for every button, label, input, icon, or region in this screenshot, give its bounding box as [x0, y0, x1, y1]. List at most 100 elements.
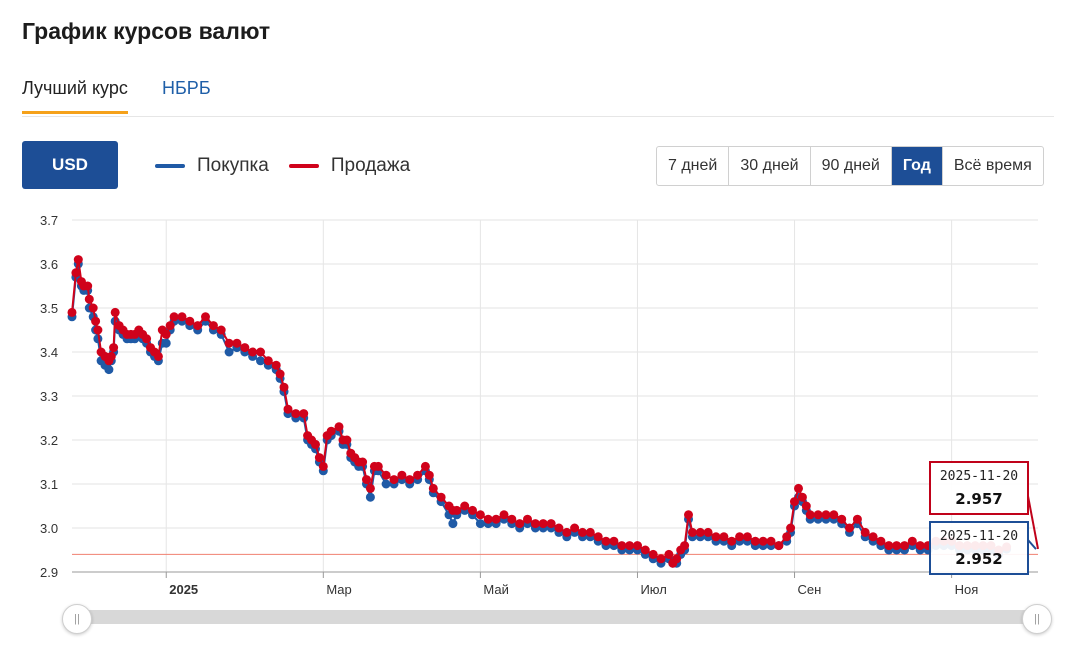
data-point-sell[interactable] [695, 527, 705, 537]
data-point-sell[interactable] [109, 343, 119, 353]
tab-nbrb[interactable]: НБРБ [162, 78, 211, 98]
data-point-sell[interactable] [570, 523, 580, 533]
data-point-sell[interactable] [248, 347, 258, 357]
data-point-sell[interactable] [750, 536, 760, 546]
data-point-buy[interactable] [448, 519, 458, 529]
data-point-sell[interactable] [860, 527, 870, 537]
data-point-sell[interactable] [169, 312, 179, 322]
data-point-sell[interactable] [794, 483, 803, 493]
data-point-sell[interactable] [538, 519, 548, 529]
data-point-sell[interactable] [232, 338, 242, 348]
data-point-sell[interactable] [884, 541, 894, 551]
data-point-sell[interactable] [601, 536, 611, 546]
data-point-sell[interactable] [617, 541, 627, 551]
data-point-sell[interactable] [397, 470, 407, 480]
data-point-sell[interactable] [362, 475, 371, 485]
data-point-sell[interactable] [766, 536, 776, 546]
data-point-sell[interactable] [742, 532, 752, 542]
data-point-sell[interactable] [719, 532, 729, 542]
data-point-buy[interactable] [475, 519, 485, 529]
data-point-sell[interactable] [625, 541, 635, 551]
data-point-sell[interactable] [664, 549, 674, 559]
data-point-sell[interactable] [106, 351, 116, 361]
data-point-sell[interactable] [424, 470, 434, 480]
data-point-sell[interactable] [413, 470, 423, 480]
data-point-buy[interactable] [381, 479, 391, 489]
range-30-days-button[interactable]: 30 дней [729, 147, 811, 185]
data-point-sell[interactable] [318, 461, 328, 471]
data-point-sell[interactable] [283, 404, 293, 414]
data-point-sell[interactable] [165, 321, 175, 331]
data-point-sell[interactable] [499, 510, 509, 520]
exchange-rate-chart[interactable]: 2.9 3.0 3.1 3.2 3.3 3.4 3.5 3.6 3.7 2025 Мар Май Июл… [0, 200, 1076, 600]
data-point-sell[interactable] [216, 325, 226, 335]
data-point-sell[interactable] [93, 325, 103, 335]
data-point-sell[interactable] [153, 351, 163, 361]
data-point-sell[interactable] [876, 536, 886, 546]
data-point-buy[interactable] [161, 338, 171, 348]
data-point-sell[interactable] [578, 527, 587, 537]
data-point-sell[interactable] [275, 369, 285, 379]
data-point-sell[interactable] [790, 497, 799, 507]
data-point-sell[interactable] [389, 475, 399, 485]
data-point-sell[interactable] [868, 532, 878, 542]
data-point-sell[interactable] [224, 338, 234, 348]
data-point-sell[interactable] [483, 514, 493, 524]
data-point-sell[interactable] [782, 532, 792, 542]
data-point-sell[interactable] [142, 334, 152, 344]
data-point-sell[interactable] [640, 545, 650, 555]
data-point-sell[interactable] [907, 536, 917, 546]
range-90-days-button[interactable]: 90 дней [811, 147, 892, 185]
data-point-sell[interactable] [648, 549, 658, 559]
data-point-sell[interactable] [436, 492, 446, 502]
data-point-sell[interactable] [515, 519, 525, 529]
data-point-sell[interactable] [633, 541, 642, 551]
data-point-buy[interactable] [104, 365, 114, 375]
data-point-sell[interactable] [837, 514, 847, 524]
data-point-sell[interactable] [829, 510, 839, 520]
data-point-buy[interactable] [365, 492, 375, 502]
data-point-sell[interactable] [554, 523, 564, 533]
data-point-sell[interactable] [381, 470, 391, 480]
data-point-buy[interactable] [224, 347, 234, 357]
data-point-sell[interactable] [585, 527, 595, 537]
data-point-sell[interactable] [562, 527, 572, 537]
data-point-buy[interactable] [256, 356, 265, 366]
data-point-sell[interactable] [88, 303, 98, 313]
data-point-sell[interactable] [523, 514, 532, 524]
data-point-sell[interactable] [263, 356, 273, 366]
data-point-sell[interactable] [774, 541, 784, 551]
data-point-sell[interactable] [892, 541, 902, 551]
data-point-sell[interactable] [373, 461, 383, 471]
chart-navigator[interactable]: || || [62, 604, 1052, 634]
data-point-sell[interactable] [546, 519, 556, 529]
navigator-track[interactable] [76, 610, 1038, 624]
currency-usd-button[interactable]: USD [22, 141, 118, 189]
data-point-sell[interactable] [900, 541, 909, 551]
data-point-sell[interactable] [758, 536, 768, 546]
data-point-sell[interactable] [161, 329, 171, 339]
range-all-time-button[interactable]: Всё время [953, 157, 1032, 174]
data-point-sell[interactable] [358, 457, 368, 467]
data-point-sell[interactable] [821, 510, 831, 520]
data-point-sell[interactable] [852, 514, 862, 524]
data-point-sell[interactable] [91, 316, 101, 326]
data-point-sell[interactable] [475, 510, 485, 520]
data-point-sell[interactable] [727, 536, 737, 546]
data-point-sell[interactable] [365, 483, 375, 493]
data-point-sell[interactable] [801, 501, 811, 511]
range-year-button[interactable]: Год [891, 147, 943, 185]
data-point-sell[interactable] [110, 307, 120, 317]
data-point-sell[interactable] [314, 453, 324, 463]
data-point-sell[interactable] [845, 523, 854, 533]
data-point-sell[interactable] [420, 461, 430, 471]
data-point-sell[interactable] [805, 510, 815, 520]
data-point-sell[interactable] [452, 505, 462, 515]
data-point-sell[interactable] [735, 532, 745, 542]
data-point-sell[interactable] [201, 312, 210, 322]
data-point-sell[interactable] [240, 343, 250, 353]
data-point-sell[interactable] [185, 316, 195, 326]
navigator-left-handle[interactable]: || [62, 604, 92, 634]
data-point-sell[interactable] [291, 409, 301, 419]
data-point-sell[interactable] [342, 435, 352, 445]
